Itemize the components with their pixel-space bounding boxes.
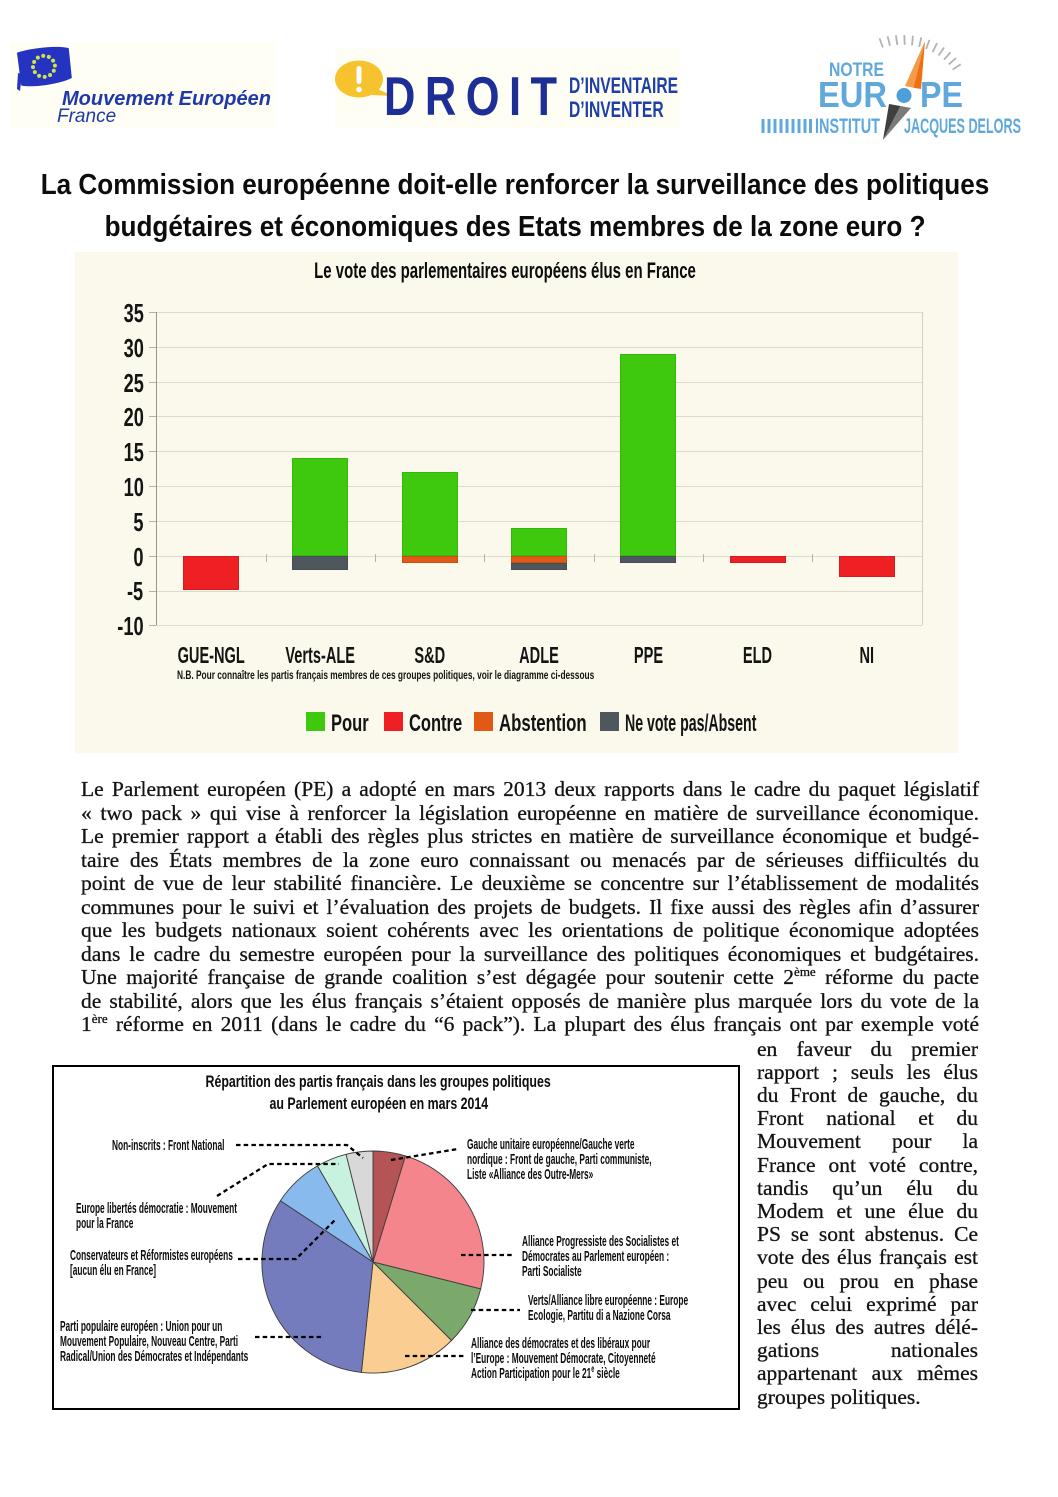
svg-text:PE: PE: [920, 74, 963, 115]
svg-text:EUR: EUR: [818, 74, 887, 115]
svg-text:JACQUES DELORS: JACQUES DELORS: [904, 115, 1021, 138]
svg-text:NOTRE: NOTRE: [829, 60, 884, 81]
svg-text:INSTITUT: INSTITUT: [815, 115, 880, 138]
